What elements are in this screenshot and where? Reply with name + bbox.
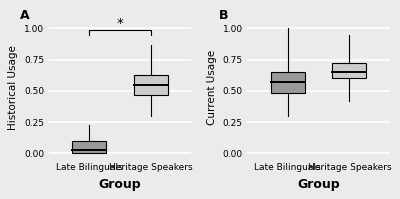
Text: B: B <box>219 9 228 22</box>
Bar <box>332 63 366 78</box>
Bar <box>72 141 106 153</box>
X-axis label: Group: Group <box>99 178 141 191</box>
Y-axis label: Current Usage: Current Usage <box>207 50 217 125</box>
Text: *: * <box>116 17 123 30</box>
Text: A: A <box>20 9 30 22</box>
Y-axis label: Historical Usage: Historical Usage <box>8 45 18 130</box>
Bar <box>271 72 305 93</box>
X-axis label: Group: Group <box>297 178 340 191</box>
Bar <box>134 75 168 95</box>
